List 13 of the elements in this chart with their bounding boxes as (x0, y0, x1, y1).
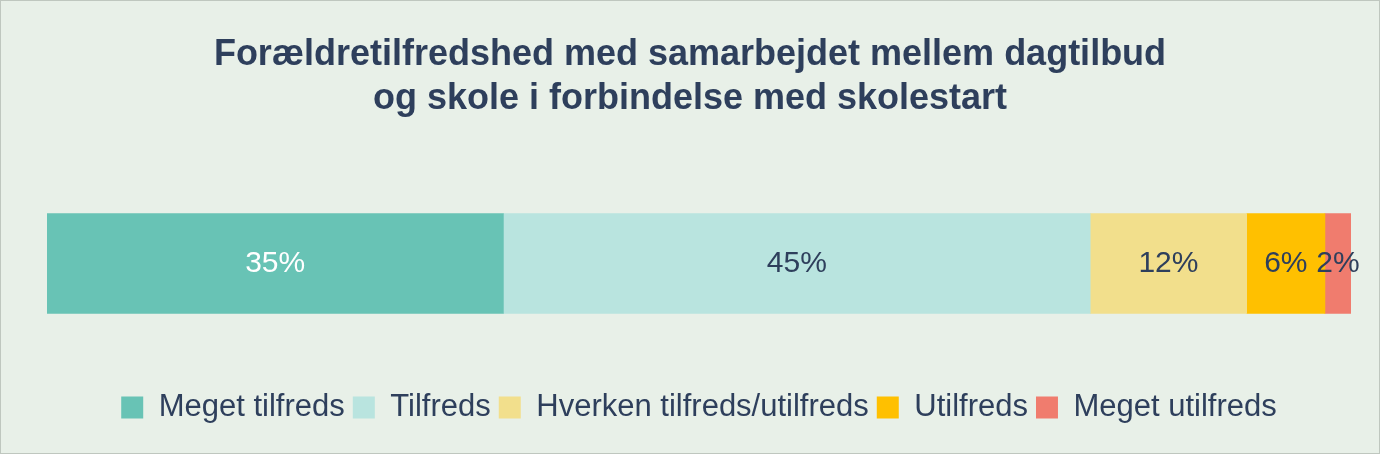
data-label: 35% (245, 244, 306, 278)
bar (503, 213, 1091, 314)
data-label: 45% (766, 244, 827, 278)
bar (1089, 213, 1248, 314)
data-label: 12% (1138, 244, 1199, 278)
bar (47, 213, 504, 314)
legend-label: Utilfreds (914, 388, 1028, 424)
chart-title: Forældretilfredshed med samarbejdet mellem dagtilbud og skole i forbindelse med skolestart (212, 31, 1168, 119)
legend-label: Hverken tilfreds/utilfreds (536, 388, 869, 424)
legend-label: Tilfreds (390, 388, 491, 424)
legend-label: Meget utilfreds (1073, 388, 1277, 424)
data-label: 6% (1264, 244, 1308, 278)
legend-label: Meget tilfreds (158, 388, 345, 424)
